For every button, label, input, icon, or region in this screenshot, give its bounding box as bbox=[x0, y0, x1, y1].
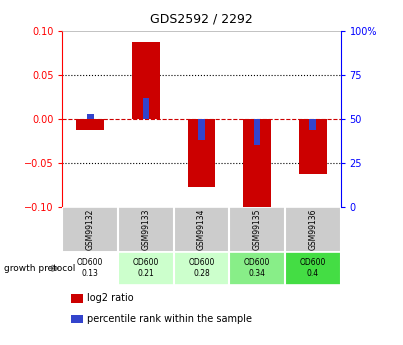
Bar bbox=[132, 42, 160, 119]
Bar bbox=[118, 252, 174, 285]
Bar bbox=[285, 252, 341, 285]
Text: growth protocol: growth protocol bbox=[4, 264, 75, 273]
Bar bbox=[229, 252, 285, 285]
Text: GSM99135: GSM99135 bbox=[253, 209, 262, 250]
Text: GSM99134: GSM99134 bbox=[197, 209, 206, 250]
Text: OD600
0.4: OD600 0.4 bbox=[299, 258, 326, 278]
Bar bbox=[198, 119, 205, 140]
Bar bbox=[187, 119, 215, 187]
Bar bbox=[299, 119, 326, 175]
Text: OD600
0.34: OD600 0.34 bbox=[244, 258, 270, 278]
Bar bbox=[310, 119, 316, 130]
Text: GSM99132: GSM99132 bbox=[86, 209, 95, 250]
Bar bbox=[118, 207, 174, 252]
Text: percentile rank within the sample: percentile rank within the sample bbox=[87, 314, 251, 324]
Text: log2 ratio: log2 ratio bbox=[87, 294, 133, 303]
Text: OD600
0.21: OD600 0.21 bbox=[133, 258, 159, 278]
Text: GDS2592 / 2292: GDS2592 / 2292 bbox=[150, 12, 253, 25]
Text: OD600
0.28: OD600 0.28 bbox=[188, 258, 215, 278]
Bar bbox=[87, 114, 93, 119]
Bar bbox=[285, 207, 341, 252]
Bar bbox=[143, 98, 149, 119]
Text: OD600
0.13: OD600 0.13 bbox=[77, 258, 104, 278]
Bar bbox=[76, 119, 104, 130]
Bar bbox=[174, 207, 229, 252]
Bar bbox=[254, 119, 260, 146]
Bar bbox=[62, 252, 118, 285]
Text: GSM99136: GSM99136 bbox=[308, 209, 317, 250]
Text: GSM99133: GSM99133 bbox=[141, 209, 150, 250]
Bar bbox=[243, 119, 271, 209]
Bar bbox=[229, 207, 285, 252]
Bar bbox=[62, 207, 118, 252]
Bar bbox=[174, 252, 229, 285]
